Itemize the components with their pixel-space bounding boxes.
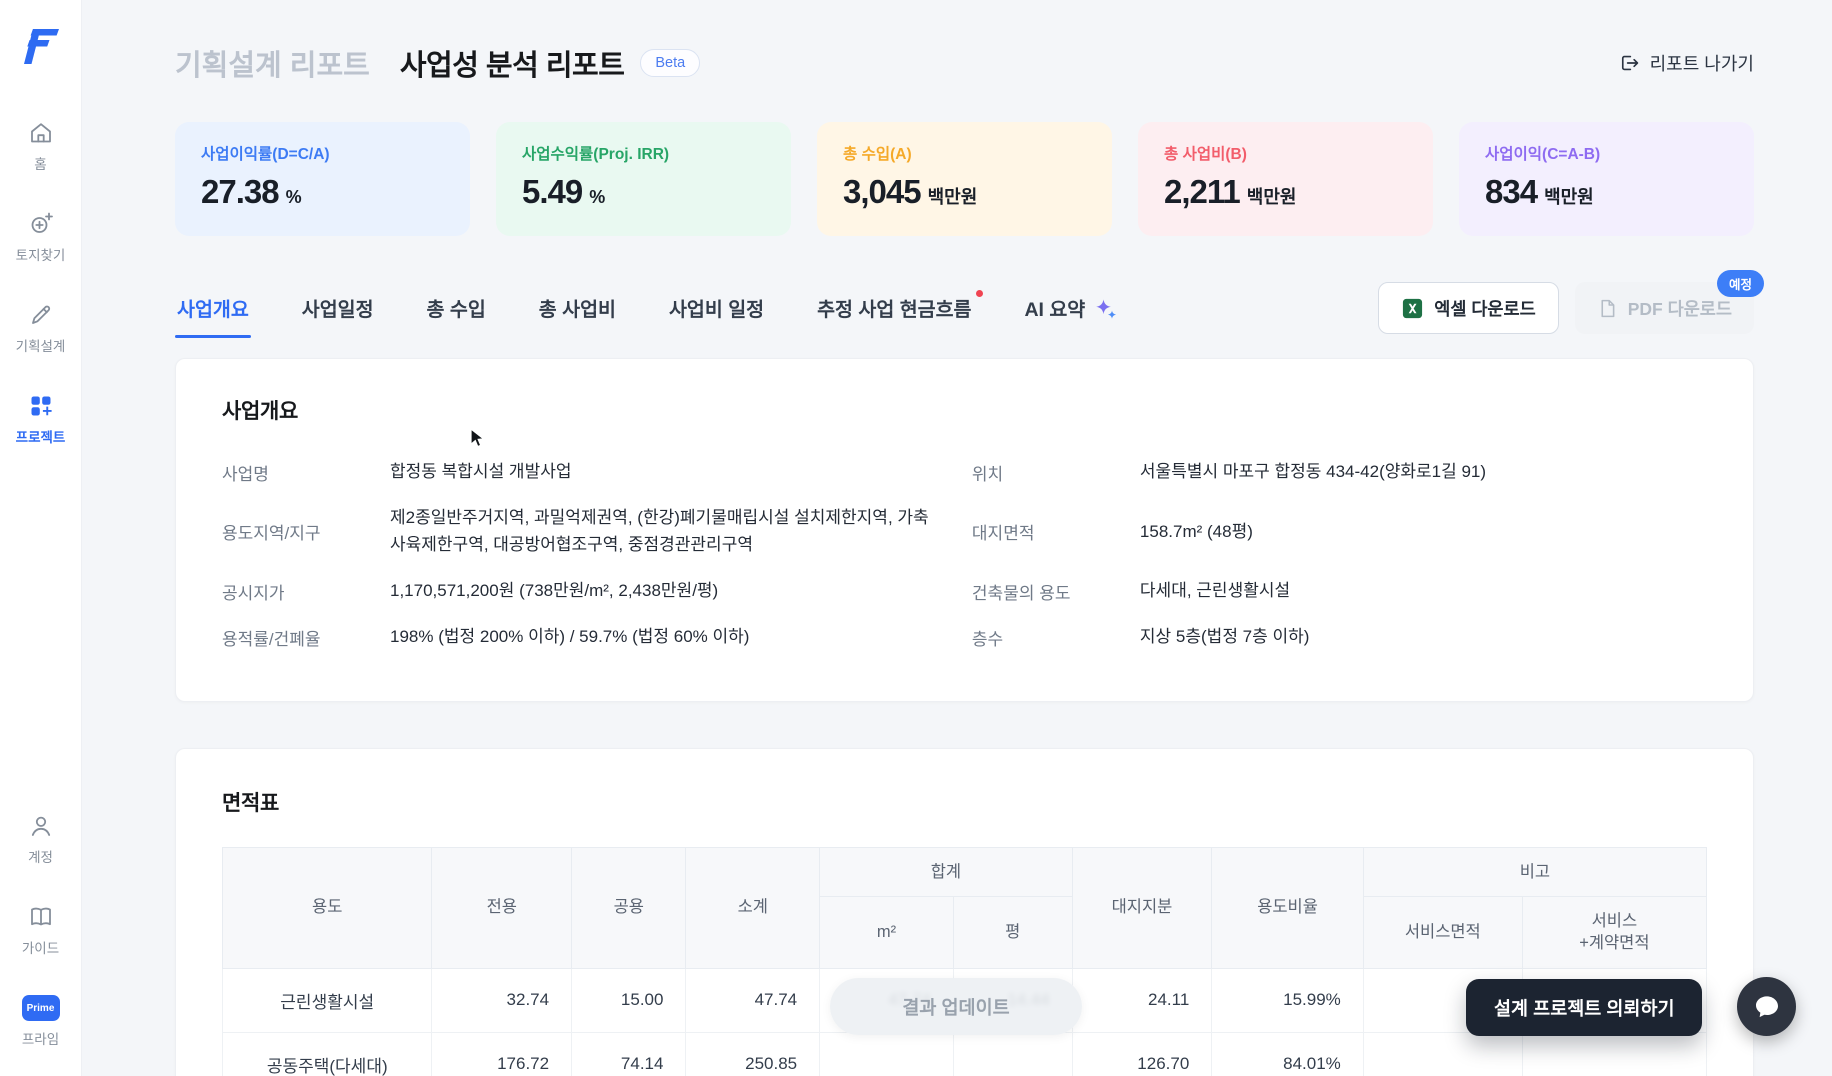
field-project-name: 사업명 합정동 복합시설 개발사업: [222, 462, 572, 484]
report-toggle-planning[interactable]: 기획설계 리포트: [175, 50, 370, 82]
overview-card: 사업개요 사업명 합정동 복합시설 개발사업 위치 서울특별시 마포구 합정동 …: [175, 358, 1754, 702]
sidebar-item-guide[interactable]: 가이드: [0, 904, 82, 957]
field-floors: 층수 지상 5층(법정 7층 이하): [971, 627, 1310, 650]
mouse-cursor: [470, 428, 486, 448]
col-service-area: 서비스면적: [1362, 895, 1523, 969]
field-location: 위치 서울특별시 마포구 합정동 434-42(양화로1길 91): [971, 462, 1487, 484]
area-table-card: 면적표 용도 전용 공용 소계 합계 대지지분 용도비율 비고: [175, 747, 1754, 1076]
sidebar-item-home[interactable]: 홈: [0, 120, 82, 173]
metric-unit: %: [285, 187, 302, 207]
field-building-use: 건축물의 용도 다세대, 근린생활시설: [971, 581, 1291, 603]
col-use-ratio: 용도비율: [1211, 846, 1364, 969]
pdf-download-button: PDF 다운로드 예정: [1574, 270, 1764, 334]
sidebar-item-label: 계정: [28, 850, 53, 865]
sidebar: 홈 토지찾기 기획설계 프로젝트 계정 가: [0, 0, 82, 1076]
metric-unit: %: [589, 187, 606, 207]
sidebar-item-label: 기획설계: [15, 339, 66, 354]
field-site-area: 대지면적 158.7m² (48평): [971, 521, 1253, 544]
metric-card-profit-rate: 사업이익률(D=C/A) 27.38%: [175, 122, 470, 236]
metric-value: 2,211: [1164, 173, 1241, 210]
coming-soon-badge: 예정: [1716, 270, 1764, 297]
metric-card-total-cost: 총 사업비(B) 2,211 백만원: [1138, 122, 1433, 236]
sidebar-item-planning[interactable]: 기획설계: [0, 302, 82, 355]
chat-fab-button[interactable]: [1737, 977, 1796, 1036]
sidebar-item-label: 가이드: [21, 941, 60, 956]
sidebar-item-account[interactable]: 계정: [0, 813, 82, 866]
metric-unit: 백만원: [1246, 187, 1297, 207]
sidebar-item-label: 토지찾기: [15, 248, 66, 263]
sidebar-item-land-search[interactable]: 토지찾기: [0, 211, 82, 264]
chat-bubble-icon: [1755, 995, 1778, 1017]
col-use: 용도: [221, 846, 433, 969]
metric-cards: 사업이익률(D=C/A) 27.38% 사업수익률(Proj. IRR) 5.4…: [175, 122, 1754, 236]
brand-f-icon: [23, 29, 59, 64]
home-icon: [30, 123, 51, 143]
beta-badge: Beta: [640, 49, 701, 77]
main-content: 기획설계 리포트 사업성 분석 리포트 Beta 리포트 나가기 사업이익률(D…: [82, 0, 1832, 1076]
area-table: 용도 전용 공용 소계 합계 대지지분 용도비율 비고 m² 평 서비스면적 서…: [221, 846, 1708, 1076]
page-header: 기획설계 리포트 사업성 분석 리포트 Beta 리포트 나가기: [175, 42, 1754, 84]
tab-total-cost[interactable]: 총 사업비: [538, 298, 616, 321]
request-design-project-button[interactable]: 설계 프로젝트 의뢰하기: [1466, 979, 1703, 1036]
metric-card-profit: 사업이익(C=A-B) 834 백만원: [1459, 122, 1754, 236]
tab-total-revenue[interactable]: 총 수입: [426, 298, 486, 321]
sidebar-item-projects[interactable]: 프로젝트: [0, 393, 82, 446]
field-far-bcr: 용적률/건폐율 198% (법정 200% 이하) / 59.7% (법정 60…: [222, 627, 750, 650]
metric-label: 총 사업비(B): [1164, 146, 1247, 163]
col-service-contract: 서비스 +계약면적: [1521, 895, 1708, 969]
tab-cashflow[interactable]: 추정 사업 현금흐름: [815, 287, 984, 338]
col-total: 합계: [819, 846, 1073, 897]
overview-title: 사업개요: [222, 400, 299, 423]
metric-label: 사업이익률(D=C/A): [201, 146, 330, 163]
metric-unit: 백만원: [927, 187, 978, 207]
page-title: 사업성 분석 리포트: [399, 50, 625, 82]
sidebar-item-label: 프라임: [21, 1032, 60, 1047]
metric-value: 3,045: [843, 173, 922, 210]
tab-cost-schedule[interactable]: 사업비 일정: [668, 298, 765, 321]
exit-icon: [1621, 55, 1638, 71]
update-results-button[interactable]: 결과 업데이트: [830, 978, 1082, 1035]
sidebar-item-prime[interactable]: Prime 프라임: [0, 995, 82, 1048]
col-subtotal: 소계: [685, 846, 821, 969]
field-official-land-price: 공시지가 1,170,571,200원 (738만원/m², 2,438만원/평…: [222, 581, 719, 603]
metric-value: 27.38: [201, 173, 280, 210]
metric-card-total-revenue: 총 수입(A) 3,045 백만원: [817, 122, 1112, 236]
col-exclusive: 전용: [431, 846, 573, 969]
excel-icon: [1403, 298, 1423, 318]
pdf-icon: [1601, 299, 1615, 317]
metric-value: 834: [1485, 173, 1538, 210]
pencil-icon: [31, 305, 50, 324]
sidebar-item-label: 홈: [34, 157, 47, 172]
col-land-share: 대지지분: [1071, 846, 1213, 969]
land-search-icon: [31, 212, 53, 233]
tab-schedule[interactable]: 사업일정: [301, 298, 374, 321]
metric-value: 5.49: [522, 173, 583, 210]
prime-badge-icon: Prime: [21, 995, 60, 1021]
col-total-m2: m²: [819, 895, 954, 969]
tab-overview[interactable]: 사업개요: [175, 287, 251, 338]
excel-download-button[interactable]: 엑셀 다운로드: [1378, 282, 1559, 334]
sidebar-item-label: 프로젝트: [15, 430, 66, 445]
col-note: 비고: [1362, 846, 1708, 897]
guide-book-icon: [30, 907, 51, 926]
table-row: 공동주택(다세대) 176.72 74.14 250.85 126.70 84.…: [221, 1031, 1708, 1076]
exit-report-button[interactable]: 리포트 나가기: [1618, 50, 1754, 76]
col-total-pyeong: 평: [952, 895, 1073, 969]
area-table-title: 면적표: [222, 791, 280, 815]
metric-label: 총 수입(A): [843, 146, 912, 163]
tabbar: 사업개요 사업일정 총 수입 총 사업비 사업비 일정 추정 사업 현금흐름 A…: [175, 270, 1764, 342]
metric-label: 사업이익(C=A-B): [1485, 146, 1601, 163]
new-indicator-dot: [976, 289, 984, 297]
col-common: 공용: [571, 846, 687, 969]
app-logo[interactable]: [19, 24, 63, 68]
field-zoning: 용도지역/지구 제2종일반주거지역, 과밀억제권역, (한강)폐기물매립시설 설…: [222, 508, 929, 554]
account-icon: [31, 816, 50, 836]
metric-unit: 백만원: [1544, 187, 1594, 207]
sparkle-icon: [1096, 299, 1117, 319]
metric-card-irr: 사업수익률(Proj. IRR) 5.49%: [496, 122, 791, 236]
tab-ai-summary[interactable]: AI 요약: [1022, 287, 1120, 338]
metric-label: 사업수익률(Proj. IRR): [522, 146, 670, 163]
projects-grid-icon: [31, 396, 52, 416]
